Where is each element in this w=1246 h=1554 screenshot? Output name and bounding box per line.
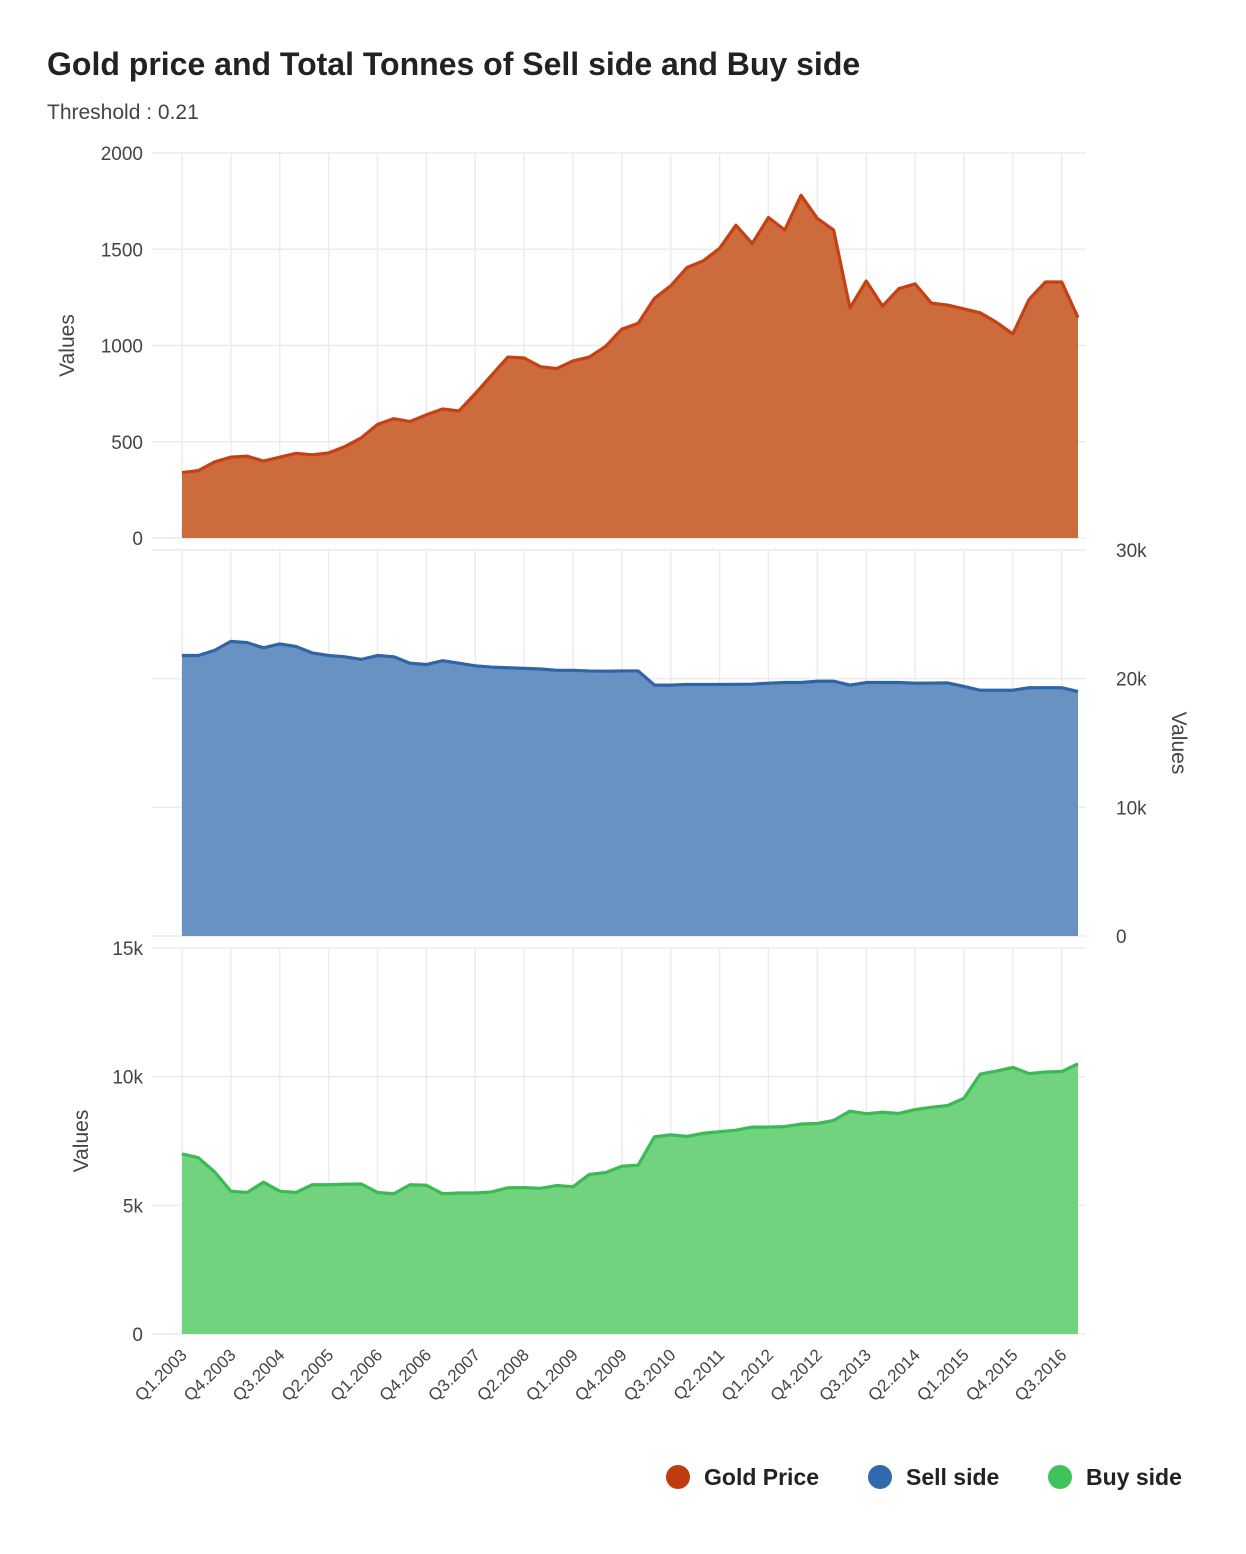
y-tick-label: 10k: [112, 1068, 143, 1089]
chart-subtitle: Threshold : 0.21: [47, 101, 199, 124]
x-tick-label: Q1.2015: [913, 1345, 973, 1405]
x-tick-label: Q3.2013: [815, 1345, 875, 1405]
legend-label-buy-side: Buy side: [1086, 1464, 1182, 1490]
chart-panels: 0 500 1000 1500 2000 Values 0 10k 20k 30k Values 0 5…: [56, 144, 1190, 1346]
panel-sell-side: 0 10k 20k 30k Values: [152, 541, 1190, 948]
x-tick-label: Q3.2004: [229, 1345, 289, 1405]
x-tick-label: Q4.2003: [180, 1345, 240, 1405]
x-tick-label: Q1.2012: [718, 1345, 778, 1405]
x-tick-label: Q2.2008: [473, 1345, 533, 1405]
x-tick-label: Q1.2009: [522, 1345, 582, 1405]
x-tick-label: Q2.2011: [670, 1345, 729, 1404]
y-axis-label: Values: [56, 314, 79, 377]
legend: Gold Price Sell side Buy side: [666, 1464, 1182, 1490]
panel-gold-price: 0 500 1000 1500 2000 Values: [56, 144, 1086, 550]
y-tick-label: 1000: [101, 337, 143, 358]
series-line-sell-side: [182, 639, 1079, 694]
legend-marker-sell-side: [868, 1465, 892, 1489]
y-axis-label: Values: [70, 1110, 93, 1173]
legend-label-sell-side: Sell side: [906, 1464, 999, 1490]
area-fill-gold-price: [182, 195, 1078, 538]
x-tick-label: Q2.2005: [278, 1345, 338, 1405]
area-fill-buy-side: [182, 1063, 1078, 1334]
x-axis: Q1.2003Q4.2003Q3.2004Q2.2005Q1.2006Q4.20…: [131, 1345, 1070, 1405]
x-tick-label: Q3.2007: [425, 1345, 485, 1405]
y-tick-label: 10k: [1116, 798, 1147, 819]
y-tick-label: 1500: [101, 240, 143, 261]
x-tick-label: Q4.2012: [767, 1345, 827, 1405]
x-tick-label: Q1.2003: [131, 1345, 191, 1405]
x-tick-label: Q2.2014: [864, 1345, 924, 1405]
series-line-gold-price: [181, 193, 1080, 475]
y-tick-label: 5k: [123, 1196, 144, 1217]
x-tick-label: Q3.2010: [620, 1345, 680, 1405]
chart-title: Gold price and Total Tonnes of Sell side…: [47, 46, 860, 82]
y-tick-label: 0: [1116, 927, 1127, 948]
x-tick-label: Q4.2009: [571, 1345, 631, 1405]
y-tick-label: 30k: [1116, 541, 1147, 562]
legend-label-gold-price: Gold Price: [704, 1464, 819, 1490]
y-tick-label: 500: [111, 433, 143, 454]
x-tick-label: Q3.2016: [1011, 1345, 1071, 1405]
area-fill-sell-side: [182, 641, 1078, 936]
series-line-buy-side: [181, 1062, 1079, 1196]
y-tick-label: 0: [132, 529, 143, 550]
y-tick-label: 2000: [101, 144, 143, 165]
y-tick-label: 20k: [1116, 670, 1147, 691]
x-tick-label: Q4.2015: [962, 1345, 1022, 1405]
y-tick-label: 0: [132, 1325, 143, 1346]
panel-buy-side: 0 5k 10k 15k Values: [70, 939, 1086, 1346]
legend-marker-gold-price: [666, 1465, 690, 1489]
legend-marker-buy-side: [1048, 1465, 1072, 1489]
y-axis-label: Values: [1167, 712, 1190, 775]
x-tick-label: Q1.2006: [327, 1345, 387, 1405]
y-tick-label: 15k: [112, 939, 143, 960]
x-tick-label: Q4.2006: [376, 1345, 436, 1405]
